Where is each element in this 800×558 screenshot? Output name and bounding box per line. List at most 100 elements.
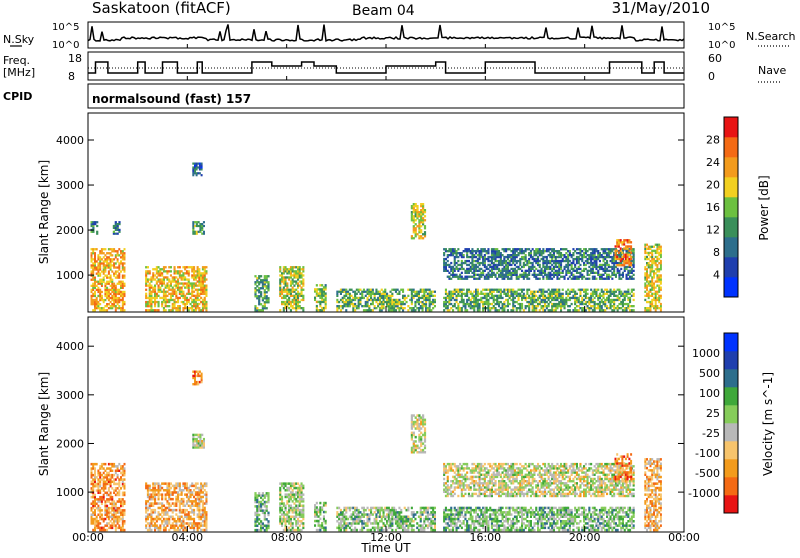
power-echo-cell <box>118 221 120 223</box>
power-echo-cell <box>427 293 429 295</box>
velocity-echo-cell <box>117 516 119 519</box>
power-echo-cell <box>510 299 512 301</box>
power-echo-cell <box>117 289 119 291</box>
power-echo-cell <box>447 270 449 272</box>
power-echo-cell <box>163 307 165 309</box>
power-echo-cell <box>168 301 170 303</box>
power-echo-cell <box>99 264 101 266</box>
power-echo-cell <box>595 307 597 309</box>
power-echo-cell <box>179 287 181 289</box>
power-echo-cell <box>551 248 553 250</box>
power-echo-cell <box>279 285 281 287</box>
power-echo-cell <box>486 266 488 268</box>
power-echo-cell <box>108 299 110 301</box>
power-echo-cell <box>599 305 601 307</box>
power-echo-cell <box>292 305 294 307</box>
power-echo-cell <box>587 297 589 299</box>
power-echo-cell <box>101 283 103 285</box>
power-echo-cell <box>644 266 646 268</box>
velocity-echo-cell <box>108 472 110 475</box>
velocity-echo-cell <box>205 485 207 488</box>
velocity-echo-cell <box>159 489 161 492</box>
power-echo-cell <box>571 254 573 256</box>
power-echo-cell <box>97 270 99 272</box>
velocity-echo-cell <box>145 518 147 521</box>
power-echo-cell <box>528 303 530 305</box>
velocity-echo-cell <box>182 524 184 527</box>
power-echo-cell <box>205 272 207 274</box>
power-echo-cell <box>479 254 481 256</box>
power-echo-cell <box>150 301 152 303</box>
power-echo-cell <box>644 246 646 248</box>
power-echo-cell <box>653 285 655 287</box>
power-echo-cell <box>115 291 117 293</box>
velocity-echo-cell <box>159 493 161 496</box>
power-echo-cell <box>379 293 381 295</box>
power-echo-cell <box>97 266 99 268</box>
power-echo-cell <box>521 295 523 297</box>
power-echo-cell <box>111 303 113 305</box>
power-echo-cell <box>115 297 117 299</box>
power-echo-cell <box>120 309 122 311</box>
power-echo-cell <box>314 288 316 290</box>
power-echo-cell <box>626 278 628 280</box>
power-echo-cell <box>448 248 450 250</box>
power-echo-cell <box>379 299 381 301</box>
velocity-echo-cell <box>103 467 105 470</box>
power-echo-cell <box>198 276 200 278</box>
power-echo-cell <box>354 299 356 301</box>
power-echo-cell <box>611 272 613 274</box>
power-echo-cell <box>99 297 101 299</box>
power-echo-cell <box>295 282 297 284</box>
power-echo-cell <box>295 280 297 282</box>
power-echo-cell <box>498 274 500 276</box>
power-echo-cell <box>279 309 281 311</box>
velocity-echo-cell <box>96 516 98 519</box>
power-echo-cell <box>99 260 101 262</box>
power-echo-cell <box>97 256 99 258</box>
velocity-echo-cell <box>97 478 99 481</box>
power-echo-cell <box>588 303 590 305</box>
power-echo-cell <box>496 268 498 270</box>
power-echo-cell <box>256 297 258 299</box>
power-ylabel: Slant Range [km] <box>37 160 51 264</box>
power-echo-cell <box>544 301 546 303</box>
power-echo-cell <box>592 309 594 311</box>
power-echo-cell <box>386 293 388 295</box>
velocity-echo-cell <box>96 524 98 527</box>
velocity-echo-cell <box>152 518 154 521</box>
power-echo-cell <box>352 307 354 309</box>
power-echo-cell <box>475 289 477 291</box>
power-echo-cell <box>487 309 489 311</box>
power-echo-cell <box>463 305 465 307</box>
power-echo-cell <box>498 301 500 303</box>
power-echo-cell <box>96 303 98 305</box>
power-echo-cell <box>343 295 345 297</box>
power-echo-cell <box>147 305 149 307</box>
power-echo-cell <box>546 278 548 280</box>
power-echo-cell <box>427 295 429 297</box>
velocity-echo-cell <box>198 440 200 442</box>
power-echo-cell <box>352 305 354 307</box>
power-echo-cell <box>413 289 415 291</box>
power-echo-cell <box>381 297 383 299</box>
power-echo-cell <box>477 295 479 297</box>
velocity-echo-cell <box>115 520 117 523</box>
power-echo-cell <box>594 301 596 303</box>
power-echo-cell <box>519 258 521 260</box>
power-echo-cell <box>464 307 466 309</box>
power-echo-cell <box>381 307 383 309</box>
power-echo-cell <box>574 295 576 297</box>
power-echo-cell <box>514 305 516 307</box>
power-echo-cell <box>622 293 624 295</box>
power-echo-cell <box>512 289 514 291</box>
power-echo-cell <box>386 301 388 303</box>
power-echo-cell <box>120 252 122 254</box>
power-echo-cell <box>390 303 392 305</box>
power-echo-cell <box>510 291 512 293</box>
power-echo-cell <box>496 264 498 266</box>
power-echo-cell <box>562 305 564 307</box>
power-echo-cell <box>290 293 292 295</box>
power-echo-cell <box>627 258 629 260</box>
power-echo-cell <box>117 225 119 227</box>
